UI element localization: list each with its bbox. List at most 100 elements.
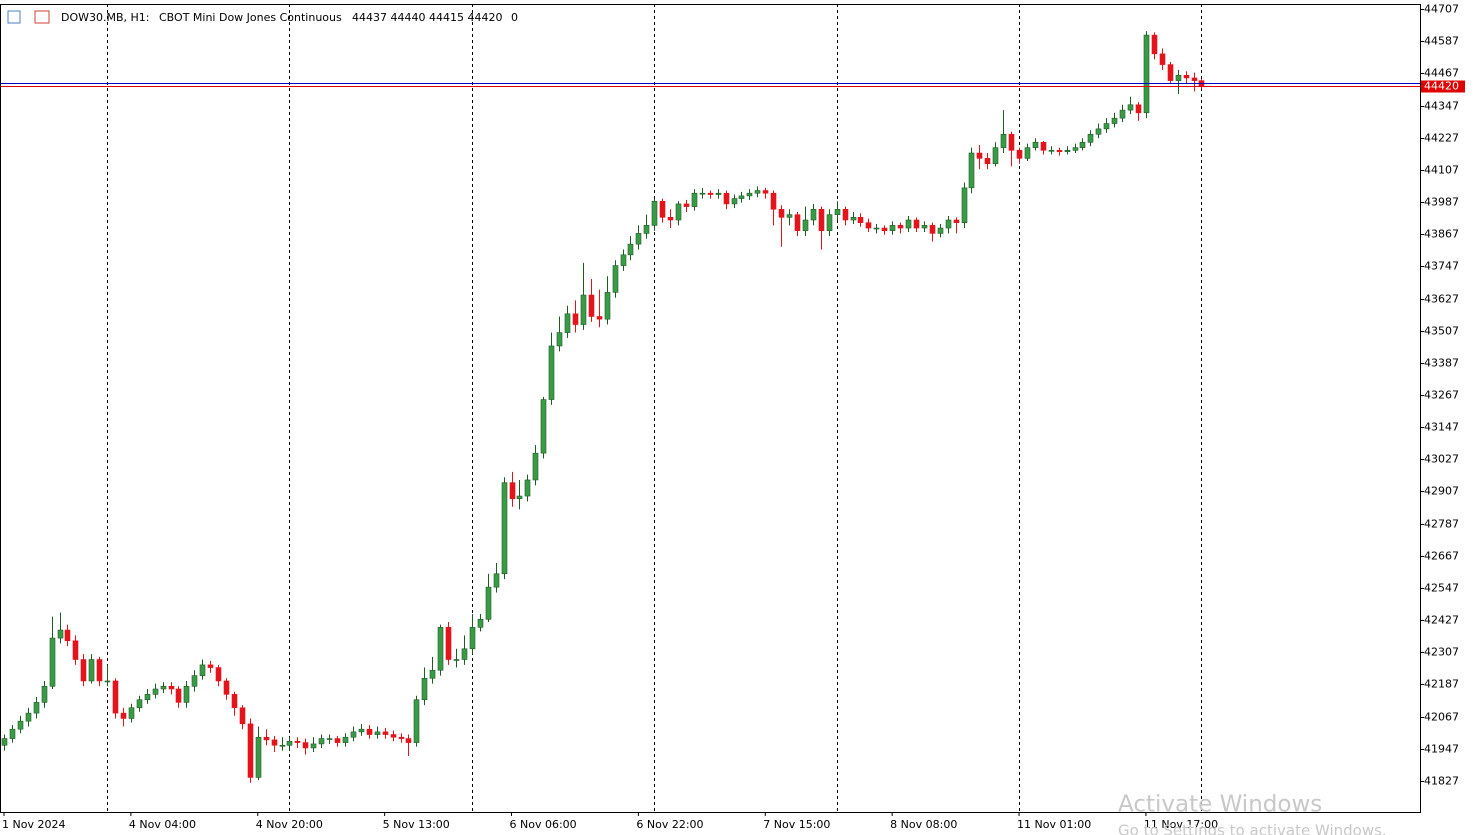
x-tick-label: 6 Nov 06:00: [510, 818, 577, 831]
candle-body: [1079, 141, 1086, 148]
candle-body: [865, 222, 872, 229]
candle-body: [366, 728, 373, 735]
candle-body: [691, 192, 698, 207]
watermark-subtitle: Go to Settings to activate Windows.: [1118, 822, 1387, 835]
candle-body: [1183, 74, 1190, 79]
y-tick-label: 43027: [1424, 453, 1459, 466]
candle-body: [96, 659, 103, 682]
candle-body: [786, 214, 793, 218]
candle-body: [564, 313, 571, 333]
candle-body: [620, 254, 627, 266]
y-tick-label: 44107: [1424, 164, 1459, 177]
candle-body: [358, 728, 365, 733]
candle-body: [873, 227, 880, 230]
candle-body: [905, 219, 912, 229]
candle-body: [1191, 77, 1198, 81]
chart-icon[interactable]: [34, 10, 50, 24]
candle-body: [984, 158, 991, 165]
candle-body: [635, 233, 642, 245]
y-tick-label: 42787: [1424, 518, 1459, 531]
candle-body: [17, 720, 24, 730]
candle-body: [802, 219, 809, 232]
x-tick-label: 11 Nov 17:00: [1144, 818, 1218, 831]
candle-body: [112, 680, 119, 714]
candle-body: [49, 637, 56, 687]
candle-body: [667, 217, 674, 221]
candle-body: [588, 294, 595, 317]
candle-body: [390, 734, 397, 738]
y-tick-label: 44707: [1424, 3, 1459, 16]
candle-body: [501, 482, 508, 575]
candle-body: [857, 217, 864, 223]
x-tick-label: 11 Nov 01:00: [1017, 818, 1091, 831]
candle-body: [279, 744, 286, 747]
y-tick-label: 42547: [1424, 582, 1459, 595]
candle-body: [1032, 141, 1039, 148]
y-tick-label: 43387: [1424, 357, 1459, 370]
menu-icon[interactable]: [7, 10, 21, 24]
candle-body: [540, 399, 547, 454]
candle-body: [9, 728, 16, 739]
candle-body: [199, 664, 206, 676]
candle-body: [604, 292, 611, 320]
candle-body: [160, 686, 167, 690]
candle-body: [302, 742, 309, 749]
candle-body: [953, 219, 960, 223]
candle-body: [1127, 104, 1134, 111]
x-tick-label: 4 Nov 04:00: [129, 818, 196, 831]
candle-body: [651, 200, 658, 226]
candle-body: [794, 214, 801, 232]
candle-body: [937, 227, 944, 234]
candle-body: [374, 731, 381, 735]
candle-body: [485, 586, 492, 620]
candle-body: [445, 627, 452, 660]
candle-body: [136, 699, 143, 709]
candle-body: [41, 686, 48, 703]
candle-body: [1000, 133, 1007, 148]
plot-frame: [0, 4, 1421, 813]
y-tick-label: 43507: [1424, 325, 1459, 338]
candle-body: [1159, 53, 1166, 65]
description: CBOT Mini Dow Jones Continuous: [159, 11, 342, 24]
quote: 44437 44440 44415 44420: [352, 11, 502, 24]
candle-body: [826, 214, 833, 232]
candle-body: [215, 667, 222, 682]
y-tick-label: 44467: [1424, 67, 1459, 80]
candle-body: [429, 669, 436, 679]
y-tick-label: 41827: [1424, 775, 1459, 788]
candle-body: [762, 190, 769, 194]
candle-body: [976, 152, 983, 159]
candle-body: [310, 743, 317, 749]
candle-body: [643, 225, 650, 234]
y-tick-label: 42187: [1424, 678, 1459, 691]
candle-body: [437, 627, 444, 671]
candle-body: [961, 187, 968, 223]
y-tick-label: 43747: [1424, 260, 1459, 273]
candle-body: [842, 208, 849, 221]
candle-body: [398, 736, 405, 739]
candle-body: [723, 192, 730, 205]
candle-body: [175, 688, 182, 703]
candle-body: [1064, 150, 1071, 152]
candle-body: [207, 664, 214, 668]
candle-body: [556, 332, 563, 347]
y-tick-label: 41947: [1424, 743, 1459, 756]
candle-body: [1119, 109, 1126, 119]
candle-body: [746, 192, 753, 197]
candle-body: [699, 192, 706, 195]
candle-body: [104, 680, 111, 683]
candle-body: [334, 738, 341, 743]
candle-body: [968, 152, 975, 189]
candle-body: [683, 203, 690, 207]
candle-body: [1143, 34, 1150, 114]
candle-body: [239, 707, 246, 725]
candle-body: [493, 573, 500, 588]
candle-body: [596, 316, 603, 320]
watermark-title: Activate Windows: [1118, 792, 1322, 818]
candle-body: [945, 219, 952, 229]
candle-body: [612, 265, 619, 293]
candle-body: [929, 225, 936, 234]
candles: [1, 31, 1205, 783]
candle-body: [572, 313, 579, 325]
